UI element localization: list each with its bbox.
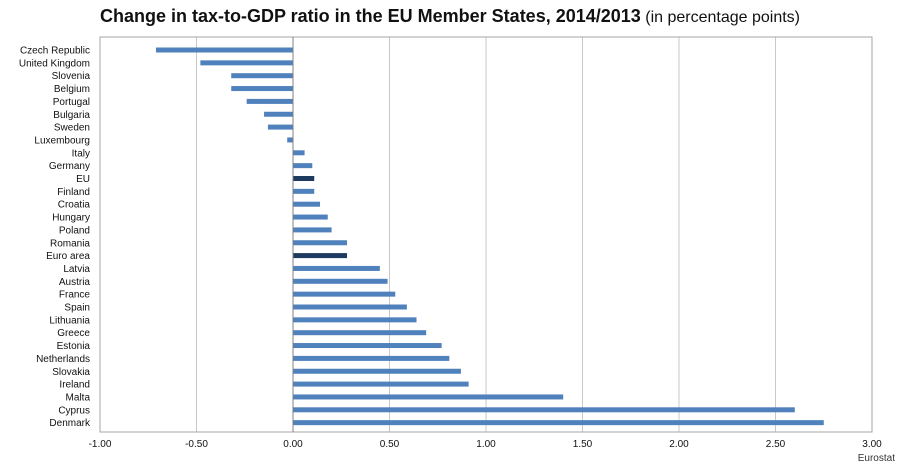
x-tick-label: -0.50 — [185, 439, 208, 450]
bar-france — [293, 291, 396, 297]
category-label: Luxembourg — [34, 135, 90, 146]
category-label: Denmark — [49, 418, 91, 429]
bar-belgium — [231, 86, 293, 92]
category-label: Croatia — [58, 200, 91, 211]
category-label: Slovenia — [52, 71, 91, 82]
x-tick-label: 3.00 — [862, 439, 882, 450]
category-label: Hungary — [52, 213, 90, 224]
category-label: France — [59, 290, 91, 301]
category-label: Cyprus — [58, 405, 90, 416]
category-label: Poland — [59, 225, 90, 236]
bar-austria — [293, 278, 388, 284]
bar-latvia — [293, 265, 380, 271]
bar-netherlands — [293, 355, 450, 361]
x-tick-label: 2.00 — [669, 439, 689, 450]
category-label: Finland — [57, 187, 90, 198]
category-label: Lithuania — [49, 315, 90, 326]
x-tick-label: 0.00 — [283, 439, 303, 450]
bar-united-kingdom — [200, 60, 293, 66]
category-label: Belgium — [54, 84, 90, 95]
category-label: Germany — [49, 161, 90, 172]
category-label: Czech Republic — [20, 46, 90, 57]
category-label: Estonia — [57, 341, 91, 352]
bar-eu — [293, 176, 315, 181]
category-label: Latvia — [63, 264, 90, 275]
category-label: EU — [76, 174, 90, 185]
bar-luxembourg — [287, 137, 293, 143]
category-label: Portugal — [53, 97, 90, 108]
bar-estonia — [293, 343, 442, 349]
chart-title: Change in tax-to-GDP ratio in the EU Mem… — [0, 6, 900, 27]
bar-hungary — [293, 214, 328, 220]
bar-bulgaria — [264, 111, 293, 117]
chart-title-main: Change in tax-to-GDP ratio in the EU Mem… — [99, 6, 641, 26]
category-label: Austria — [59, 277, 91, 288]
bar-malta — [293, 394, 564, 400]
bars — [155, 37, 824, 432]
bar-lithuania — [293, 317, 417, 323]
bar-germany — [293, 163, 313, 169]
bar-poland — [293, 227, 332, 233]
category-label: Netherlands — [36, 354, 90, 365]
category-label: Bulgaria — [53, 110, 90, 121]
category-label: United Kingdom — [19, 58, 90, 69]
bar-finland — [293, 188, 315, 194]
bar-greece — [293, 330, 427, 336]
bar-cyprus — [293, 407, 795, 413]
bar-slovakia — [293, 368, 461, 374]
category-label: Slovakia — [52, 367, 90, 378]
x-tick-label: 1.50 — [573, 439, 593, 450]
bar-spain — [293, 304, 407, 310]
bar-italy — [293, 150, 305, 156]
bar-czech-republic — [155, 47, 293, 53]
category-label: Sweden — [54, 123, 90, 134]
bar-denmark — [293, 420, 824, 426]
category-label: Italy — [72, 148, 90, 159]
plot-frame — [99, 36, 873, 433]
category-label: Greece — [57, 328, 90, 339]
x-tick-label: 0.50 — [380, 439, 400, 450]
chart-subtitle: (in percentage points) — [645, 9, 801, 26]
bar-euro-area — [293, 253, 348, 259]
category-label: Ireland — [59, 380, 90, 391]
category-label: Spain — [64, 303, 90, 314]
bar-slovenia — [231, 73, 293, 79]
category-label: Euro area — [46, 251, 90, 262]
x-tick-labels: -1.00 -0.50 0.00 0.50 1.00 1.50 2.00 2.50 3.00 — [89, 439, 883, 450]
bar-romania — [293, 240, 348, 246]
x-tick-label: 2.50 — [766, 439, 786, 450]
bar-portugal — [246, 98, 293, 104]
category-label: Romania — [50, 238, 90, 249]
bar-ireland — [293, 381, 469, 387]
bar-sweden — [267, 124, 293, 130]
x-tick-label: -1.00 — [89, 439, 112, 450]
source-label: Eurostat — [858, 453, 895, 464]
gridlines — [99, 37, 873, 432]
category-label: Malta — [66, 392, 91, 403]
bar-croatia — [293, 201, 321, 207]
x-tick-label: 1.00 — [476, 439, 496, 450]
